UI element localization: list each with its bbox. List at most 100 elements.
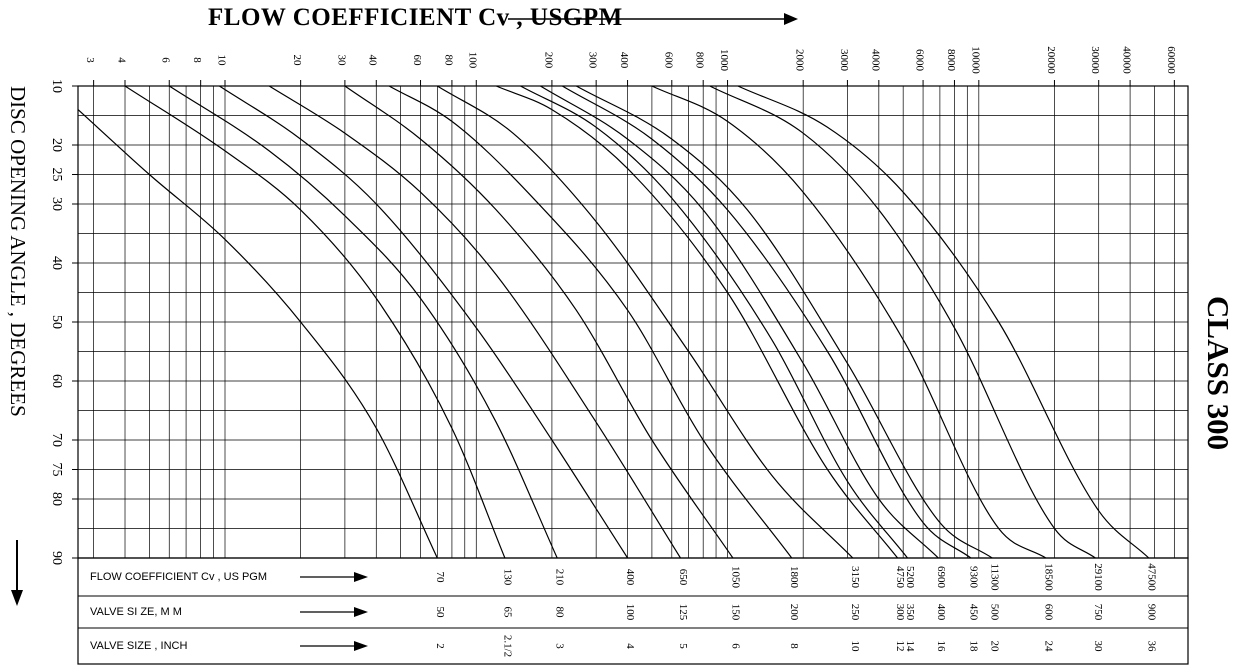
series-line-15 bbox=[709, 85, 1096, 559]
x-tick-label: 30000 bbox=[1089, 46, 1101, 74]
series-line-11 bbox=[540, 85, 939, 559]
x-tick-label: 400 bbox=[618, 52, 630, 69]
y-tick-label: 90 bbox=[49, 551, 64, 565]
table-group: FLOW COEFFICIENT Cv , US PGM 70 130 210 400 6… bbox=[90, 563, 1157, 657]
series-line-12 bbox=[561, 85, 972, 559]
table-row-label: VALVE SIZE , INCH bbox=[90, 640, 187, 652]
x-tick-label: 20 bbox=[291, 55, 303, 67]
y-tick-label: 20 bbox=[49, 138, 64, 152]
y-axis-label-wrap: DISC OPENING ANGLE , DEGREES bbox=[6, 86, 30, 556]
y-tick-label: 80 bbox=[49, 492, 64, 506]
series-line-1 bbox=[77, 109, 438, 559]
x-tick-labels: 3 4 6 8 10 20 30 40 60 80 100 200 300 400 600 800 1000 20… bbox=[84, 46, 1177, 86]
table-cell-value: 125 bbox=[677, 604, 689, 621]
table-cell-value: 10 bbox=[849, 641, 861, 653]
table-cell-value: 250 bbox=[849, 604, 861, 621]
x-tick-label: 8 bbox=[191, 57, 203, 63]
class-label-wrap: CLASS 300 bbox=[1200, 296, 1240, 496]
x-tick-label: 200 bbox=[542, 52, 554, 69]
x-tick-label: 40 bbox=[367, 55, 379, 67]
table-cell-value: 3 bbox=[554, 643, 566, 649]
y-tick-label: 75 bbox=[49, 463, 64, 477]
table-cell-value: 18500 bbox=[1042, 563, 1054, 591]
table-cell-value: 500 bbox=[989, 604, 1001, 621]
table-cell-value: 400 bbox=[935, 604, 947, 621]
x-tick-label: 30 bbox=[335, 55, 347, 67]
table-cell-value: 150 bbox=[729, 604, 741, 621]
x-tick-label: 40000 bbox=[1121, 46, 1133, 74]
series-line-6 bbox=[344, 85, 734, 559]
row-arrow-head bbox=[354, 572, 368, 582]
table-cell-value: 47500 bbox=[1145, 563, 1157, 591]
table-cell-value: 650 bbox=[677, 569, 689, 586]
series-line-14 bbox=[651, 85, 1047, 559]
table-cell-value: 400 bbox=[624, 569, 636, 586]
chart-title: FLOW COEFFICIENT Cv , USGPM bbox=[208, 4, 623, 31]
table-cell-value: 1800 bbox=[788, 566, 800, 589]
table-cell-value: 1050 bbox=[729, 566, 741, 589]
table-cell-value: 50 bbox=[434, 607, 446, 619]
table-cell-value: 900 bbox=[1145, 604, 1157, 621]
y-tick-label: 25 bbox=[49, 168, 64, 182]
x-tick-label: 6000 bbox=[914, 49, 926, 72]
grid-group bbox=[78, 86, 1188, 558]
y-tick-label: 40 bbox=[49, 256, 64, 270]
table-cell-value: 210 bbox=[554, 569, 566, 586]
series-line-3 bbox=[168, 85, 558, 559]
y-tick-label: 60 bbox=[49, 374, 64, 388]
table-cell-value: 30 bbox=[1092, 641, 1104, 653]
x-tick-label: 10 bbox=[215, 55, 227, 67]
x-tick-label: 10000 bbox=[969, 46, 981, 74]
table-cell-value: 11300 bbox=[989, 563, 1001, 591]
y-tick-label: 50 bbox=[49, 315, 64, 329]
series-line-5 bbox=[268, 85, 682, 559]
table-cell-value: 18 bbox=[967, 641, 979, 653]
table-cell-value: 6 bbox=[729, 643, 741, 649]
y-tick-labels: 10 20 25 30 40 50 60 70 75 80 90 bbox=[49, 79, 78, 565]
series-line-13 bbox=[576, 85, 993, 559]
x-tick-label: 4 bbox=[115, 57, 127, 63]
table-cell-value: 4 bbox=[624, 643, 636, 649]
table-cell-value: 350 bbox=[904, 604, 916, 621]
table-cell-value: 9300 bbox=[967, 566, 979, 589]
row-arrow-head bbox=[354, 607, 368, 617]
x-tick-label: 8000 bbox=[945, 49, 957, 72]
table-cell-value: 5 bbox=[677, 643, 689, 649]
table-cell-value: 3150 bbox=[849, 566, 861, 589]
series-line-16 bbox=[737, 85, 1150, 559]
table-cell-value: 36 bbox=[1145, 641, 1157, 653]
table-cell-value: 2.1/2 bbox=[501, 635, 513, 657]
table-cell-value: 4750 bbox=[894, 566, 906, 589]
table-cell-value: 750 bbox=[1092, 604, 1104, 621]
series-line-10 bbox=[520, 85, 908, 559]
table-cell-value: 65 bbox=[501, 607, 513, 619]
table-cell-value: 300 bbox=[894, 604, 906, 621]
y-arrow-head bbox=[11, 590, 23, 606]
x-tick-label: 100 bbox=[467, 52, 479, 69]
table-cell-value: 2 bbox=[434, 643, 446, 649]
x-tick-label: 600 bbox=[662, 52, 674, 69]
x-tick-label: 60000 bbox=[1165, 46, 1177, 74]
table-cell-value: 16 bbox=[935, 641, 947, 653]
table-cell-value: 29100 bbox=[1092, 563, 1104, 591]
table-cell-value: 8 bbox=[788, 643, 800, 649]
series-line-8 bbox=[436, 85, 854, 559]
series-line-7 bbox=[388, 85, 793, 559]
table-cell-value: 100 bbox=[624, 604, 636, 621]
x-tick-label: 2000 bbox=[794, 49, 806, 72]
curves-group bbox=[77, 85, 1150, 559]
table-cell-value: 24 bbox=[1042, 641, 1054, 653]
x-tick-label: 800 bbox=[694, 52, 706, 69]
y-axis-label: DISC OPENING ANGLE , DEGREES bbox=[6, 86, 30, 417]
x-tick-label: 20000 bbox=[1045, 46, 1057, 74]
x-tick-label: 1000 bbox=[718, 49, 730, 72]
table-cell-value: 130 bbox=[501, 569, 513, 586]
table-cell-value: 200 bbox=[788, 604, 800, 621]
table-frame bbox=[77, 557, 1189, 665]
y-tick-label: 10 bbox=[49, 79, 64, 93]
table-cell-value: 14 bbox=[904, 641, 916, 653]
table-cell-value: 70 bbox=[434, 572, 446, 584]
table-cell-value: 450 bbox=[967, 604, 979, 621]
table-cell-value: 600 bbox=[1042, 604, 1054, 621]
